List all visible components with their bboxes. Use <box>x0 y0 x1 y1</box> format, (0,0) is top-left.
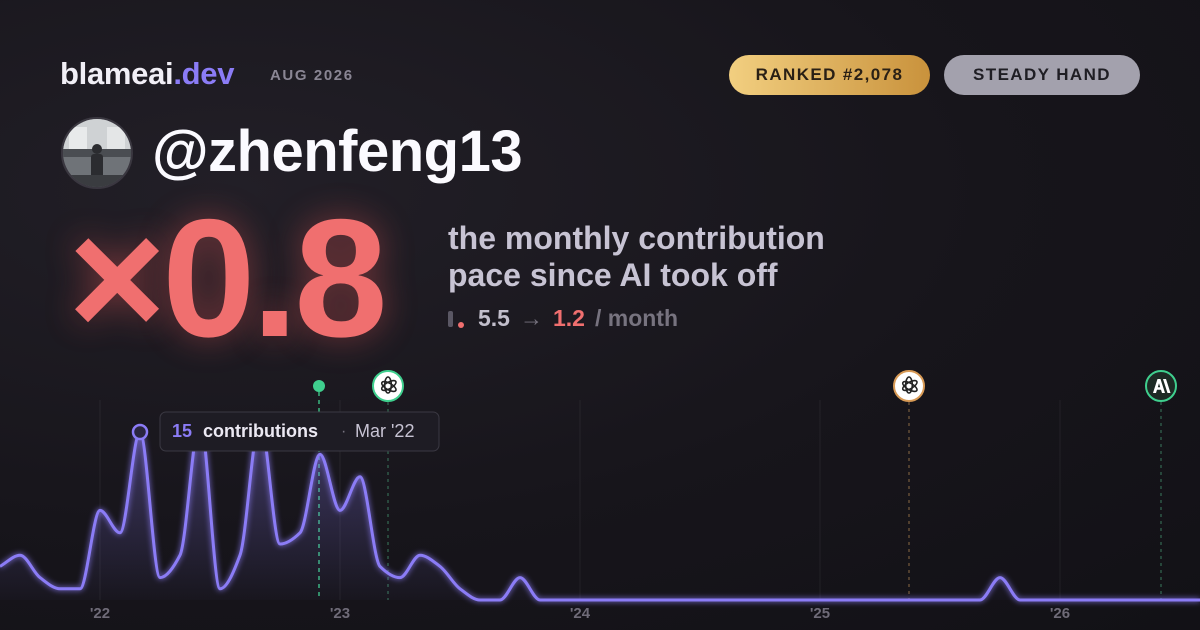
pace-arrow: → <box>519 305 543 331</box>
area <box>0 420 1200 600</box>
x-tick-label: '22 <box>90 605 110 622</box>
x-tick-label: '23 <box>330 605 350 622</box>
x-tick-label: '25 <box>810 605 830 622</box>
description: pace since AI took off <box>448 257 778 293</box>
tooltip-box <box>159 411 440 452</box>
x-tick-label: '26 <box>1050 605 1070 622</box>
openai-icon <box>893 370 925 402</box>
tooltip: 15 contributions · Mar '22 <box>159 411 440 452</box>
tooltip-value: 15 <box>172 421 192 441</box>
pace-icon <box>448 309 466 329</box>
pace-unit: / month <box>594 305 679 331</box>
anthropic-icon <box>1145 370 1177 402</box>
date: AUG 2026 <box>270 67 354 84</box>
highlight-point <box>131 423 149 441</box>
brand-tld: .dev <box>173 56 235 91</box>
tooltip-separator: · <box>341 423 346 440</box>
pace-before: 5.5 <box>478 305 510 331</box>
line <box>0 419 1200 602</box>
avatar <box>61 117 133 189</box>
pace-after: 1.2 <box>552 305 585 331</box>
title-badge: STEADY HAND <box>944 55 1140 95</box>
brand: blameai.dev <box>60 56 235 92</box>
brand-name: blameai <box>60 56 174 91</box>
tooltip-date: Mar '22 <box>355 421 414 441</box>
x-tick-label: '24 <box>570 605 591 622</box>
event-dot <box>313 380 325 392</box>
multiplier: ×0.8 <box>68 184 388 372</box>
rank-badge: RANKED #2,078 <box>729 55 930 95</box>
grid: '22 '23 '24 '25 '26 <box>90 400 1070 622</box>
plot <box>0 419 1200 602</box>
pace-stats: 5.5 → 1.2 / month <box>448 305 688 332</box>
description: the monthly contribution <box>448 220 825 256</box>
avatar-image <box>63 119 131 187</box>
tooltip-label: contributions <box>203 421 318 441</box>
events <box>313 370 1177 600</box>
handle: @zhenfeng13 <box>152 119 523 184</box>
openai-icon <box>372 370 404 402</box>
